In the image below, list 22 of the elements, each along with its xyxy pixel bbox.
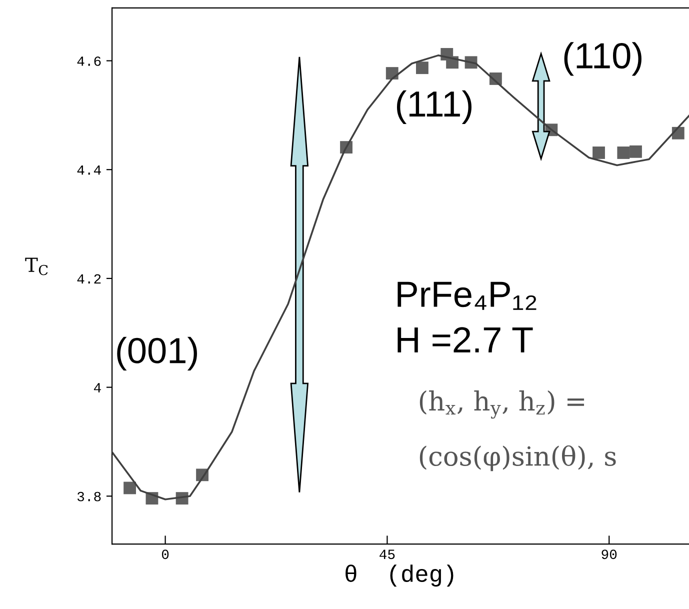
point [617,146,630,159]
x-axis-title: θ (deg) [346,564,454,587]
y-tick-label: 3.8 [77,492,101,502]
y-tick-label: 4.6 [77,56,101,66]
point [592,146,605,159]
annotation: (110) [564,42,642,76]
annotation: PrFe₄P₁₂ [398,282,536,310]
y-tick-label: 4.2 [77,274,101,284]
point [124,482,136,494]
point [416,62,428,74]
y-tick-label: 4.4 [77,165,101,175]
annotation: H =2.7 T [398,327,533,352]
x-tick-label: 90 [602,550,617,560]
point [630,145,642,158]
x-tick-label: 45 [380,550,395,560]
annotation: (111) [396,90,472,124]
annotation: (cos(φ)sin(θ), s [420,445,616,472]
x-tick-label: 0 [162,550,169,560]
y-axis-title: T$_{C}$ [25,258,48,276]
annotation: (001) [117,336,197,371]
annotation: (h$_{x}$, h$_{y}$, h$_{z}$) = [420,390,584,419]
y-tick-label: 4 [94,383,101,392]
